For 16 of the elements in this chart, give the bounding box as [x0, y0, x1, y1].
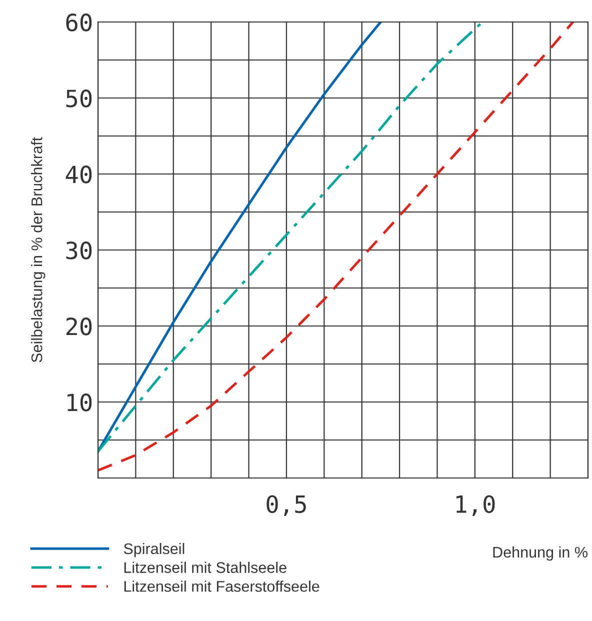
y-axis-title: Seilbelastung in % der Bruchkraft: [31, 137, 46, 362]
line-series: [98, 22, 574, 472]
y-tick-label: 40: [66, 166, 92, 184]
x-axis-title: Dehnung in %: [493, 546, 588, 561]
y-tick-label: 30: [66, 242, 92, 260]
legend-label: Litzenseil mit Faserstoffseele: [124, 580, 320, 592]
x-tick-label: 0,5: [266, 495, 306, 516]
line-series: [98, 22, 382, 453]
line-series: [98, 22, 484, 453]
y-tick-label: 60: [66, 14, 92, 32]
legend-label: Spiralseil: [124, 542, 184, 558]
x-tick-label: 1,0: [456, 495, 495, 516]
legend-label: Litzenseil mit Stahlseele: [124, 562, 286, 573]
y-tick-label: 50: [66, 90, 92, 108]
y-tick-label: 20: [66, 318, 92, 336]
y-tick-label: 10: [68, 394, 92, 412]
